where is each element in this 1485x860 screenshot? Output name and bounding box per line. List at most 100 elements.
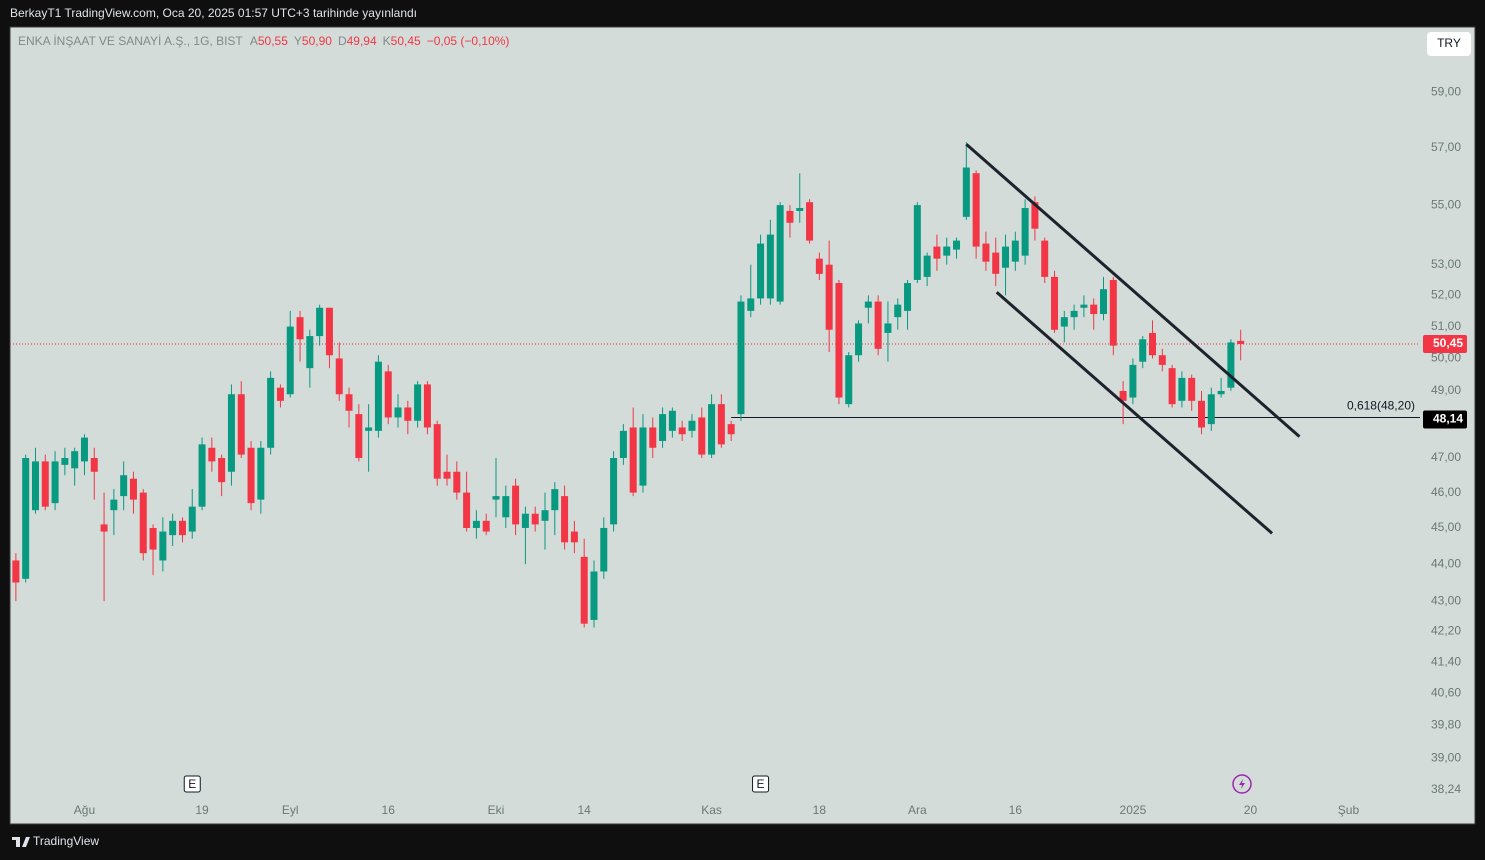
event-marker (752, 775, 770, 793)
brand: TradingView (33, 834, 99, 848)
y-tick-label: 46,00 (1431, 485, 1461, 499)
legend: ENKA İNŞAAT VE SANAYİ A.Ş., 1G, BIST A50,… (18, 34, 509, 48)
candle-body (1041, 240, 1049, 277)
y-tick-label: 55,00 (1431, 197, 1461, 211)
y-tick-label: 59,00 (1431, 84, 1461, 98)
candle-body (247, 447, 255, 504)
y-tick-label: 38,24 (1431, 782, 1461, 796)
candle-body (972, 173, 980, 247)
candle-body (149, 527, 157, 550)
x-tick-label: 18 (813, 803, 827, 817)
candle-body (1168, 368, 1176, 405)
price-badge (1423, 335, 1467, 354)
candle-body (678, 427, 686, 435)
x-tick-label: Kas (701, 803, 722, 817)
candle-body (913, 205, 921, 280)
candle-body (12, 560, 20, 583)
legend-field: Y (294, 34, 302, 48)
candle-body (51, 461, 59, 504)
candle-body (41, 461, 49, 507)
candle-body (629, 427, 637, 493)
candle-body (904, 283, 912, 311)
published-note: BerkayT1 TradingView.com, Oca 20, 2025 0… (10, 6, 417, 20)
y-tick-label: 42,20 (1431, 624, 1461, 638)
candle-body (374, 361, 382, 431)
candle-body (120, 475, 128, 497)
candle-body (1070, 310, 1078, 318)
candle-body (355, 414, 363, 459)
currency-label[interactable]: TRY (1437, 36, 1461, 50)
candle-body (1139, 339, 1147, 362)
y-tick-label: 45,00 (1431, 520, 1461, 534)
y-tick-label: 39,80 (1431, 718, 1461, 732)
candle-body (61, 458, 69, 465)
candle-body (1197, 400, 1205, 428)
candle-body (345, 394, 353, 411)
candle-body (1051, 276, 1059, 330)
candle-body (884, 323, 892, 333)
event-label: E (757, 777, 765, 791)
candle-body (962, 167, 970, 217)
candle-body (188, 506, 196, 532)
candle-body (394, 407, 402, 418)
candle-body (874, 301, 882, 349)
candle-body (688, 420, 696, 431)
candle-body (747, 298, 755, 311)
price-badge-label: 50,45 (1433, 336, 1463, 350)
candle-body (737, 301, 745, 415)
y-tick-label: 41,40 (1431, 654, 1461, 668)
candle-body (551, 489, 559, 511)
candle-body (110, 499, 118, 511)
candle-body (933, 246, 941, 259)
price-badge (1423, 410, 1467, 429)
candle-body (600, 527, 608, 572)
candle-body (1060, 317, 1068, 327)
candle-body (845, 355, 853, 405)
candle-body (766, 234, 774, 299)
candle-body (1109, 279, 1117, 346)
y-tick-label: 50,00 (1431, 351, 1461, 365)
candle-body (208, 447, 216, 462)
candle-body (864, 301, 872, 308)
candle-body (923, 255, 931, 277)
legend-value: 49,94 (347, 34, 377, 48)
candle-body (1178, 377, 1186, 401)
x-tick-label: Ara (908, 803, 927, 817)
candle-body (855, 323, 863, 356)
candle-body (531, 513, 539, 525)
candle-body (992, 252, 1000, 274)
candle-body (1090, 304, 1098, 315)
candle-body (237, 394, 245, 455)
candle-body (198, 444, 206, 507)
candle-body (1080, 304, 1088, 308)
x-tick-label: 2025 (1120, 803, 1147, 817)
candle-body (757, 243, 765, 299)
y-tick-label: 39,00 (1431, 750, 1461, 764)
candle-body (1149, 332, 1157, 356)
candle-body (423, 384, 431, 428)
candle-body (1158, 355, 1166, 365)
candle-body (443, 471, 451, 479)
candle-body (580, 556, 588, 624)
candle-body (796, 208, 804, 211)
candle-body (1119, 390, 1127, 401)
candle-body (31, 461, 39, 511)
candle-body (619, 430, 627, 459)
candle-body (835, 283, 843, 398)
candle-body (590, 571, 598, 620)
candle-body (453, 471, 461, 493)
candle-body (463, 492, 471, 528)
x-tick-label: 20 (1244, 803, 1258, 817)
currency-button[interactable] (1427, 32, 1471, 56)
legend-value: 50,45 (391, 34, 421, 48)
lightning-icon[interactable] (1232, 774, 1252, 794)
trend-line (995, 291, 1274, 535)
candle-body (806, 202, 814, 241)
candle-body (570, 531, 578, 543)
candle-body (433, 424, 441, 479)
y-tick-label: 43,00 (1431, 593, 1461, 607)
candle-body (296, 317, 304, 340)
candle-body (1002, 246, 1010, 268)
candle-body (668, 410, 676, 431)
candle-body (257, 447, 265, 500)
